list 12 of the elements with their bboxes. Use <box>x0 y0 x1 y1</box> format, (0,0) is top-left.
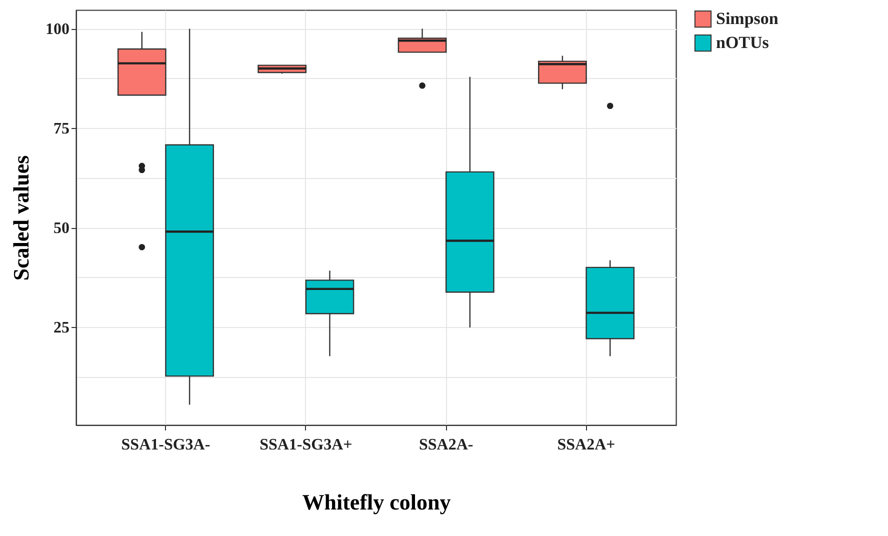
x-axis-title: Whitefly colony <box>302 490 451 514</box>
legend-label: Simpson <box>716 9 779 28</box>
x-tick-label: SSA2A- <box>418 436 474 454</box>
y-tick-label: 100 <box>46 21 70 38</box>
y-axis-title: Scaled values <box>8 154 34 281</box>
x-tick-label: SSA1-SG3A- <box>121 436 210 454</box>
y-tick-label: 25 <box>54 320 70 337</box>
y-tick-label: 75 <box>54 120 70 138</box>
x-tick-label: SSA2A+ <box>557 436 616 454</box>
legend-label: nOTUs <box>716 33 770 52</box>
y-tick-label: 50 <box>54 220 70 238</box>
x-tick-label: SSA1-SG3A+ <box>260 436 352 454</box>
